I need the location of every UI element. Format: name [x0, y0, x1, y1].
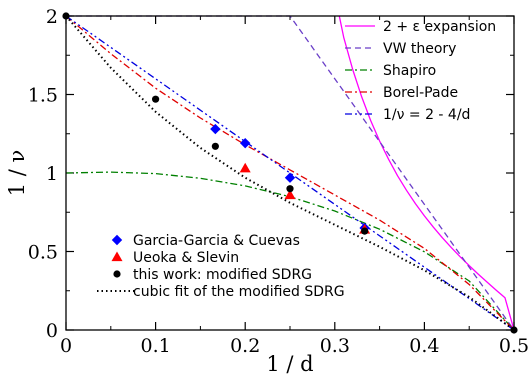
simple-formula-line [65, 15, 515, 331]
marker-layer [62, 12, 518, 334]
legend-label-garcia: Garcia-Garcia & Cuevas [133, 233, 300, 249]
x-tick-label: 0.3 [320, 335, 350, 357]
y-tick-label: 2 [46, 6, 58, 28]
legend-label-ueoka: Ueoka & Slevin [133, 250, 239, 266]
legend-marker-ueoka [111, 251, 123, 262]
garcia-point [240, 137, 251, 149]
borel-pade-line [65, 15, 515, 331]
legend-label-shapiro: Shapiro [383, 63, 436, 79]
legend-label-this-work: this work: modified SDRG [133, 267, 312, 283]
this-work-point [361, 227, 369, 235]
legend-marker-this-work [113, 270, 121, 278]
x-axis-label: 1 / d [266, 352, 313, 376]
legend-top-right: 2 + ε expansion VW theory Shapiro Borel-Pad… [345, 19, 496, 123]
cubic-fit-line [65, 15, 515, 331]
y-tick-labels: 0 0.5 1 1.5 2 [28, 6, 58, 342]
plot-frame [65, 15, 515, 331]
x-tick-label: 0.1 [140, 335, 170, 357]
garcia-point [210, 123, 221, 135]
this-work-point [286, 185, 294, 193]
ueoka-point [239, 162, 251, 173]
eps-expansion-line [338, 15, 515, 331]
y-tick-label: 0.5 [28, 242, 58, 264]
x-tick-labels: 0 0.1 0.2 0.3 0.4 0.5 [60, 335, 529, 357]
legend-label-cubic-fit: cubic fit of the modified SDRG [133, 284, 345, 300]
y-axis-label: 1 / ν [5, 150, 29, 197]
y-tick-label: 1 [46, 163, 58, 185]
this-work-point [152, 95, 160, 103]
x-tick-label: 0.4 [409, 335, 439, 357]
y-tick-label: 1.5 [28, 85, 58, 107]
x-tick-label: 0.5 [499, 335, 529, 357]
legend-label-vw-theory: VW theory [383, 41, 456, 57]
legend-marker-garcia [111, 234, 123, 246]
garcia-point [284, 172, 296, 183]
legend-label-eps-expansion: 2 + ε expansion [383, 19, 496, 35]
this-work-point [211, 142, 219, 150]
x-tick-label: 0.2 [230, 335, 260, 357]
ueoka-point [284, 189, 296, 200]
legend-label-simple-formula: 1/ν = 2 - 4/d [383, 107, 470, 123]
legend-label-borel-pade: Borel-Pade [383, 85, 458, 101]
y-tick-label: 0 [46, 320, 58, 342]
x-tick-label: 0 [60, 335, 72, 357]
